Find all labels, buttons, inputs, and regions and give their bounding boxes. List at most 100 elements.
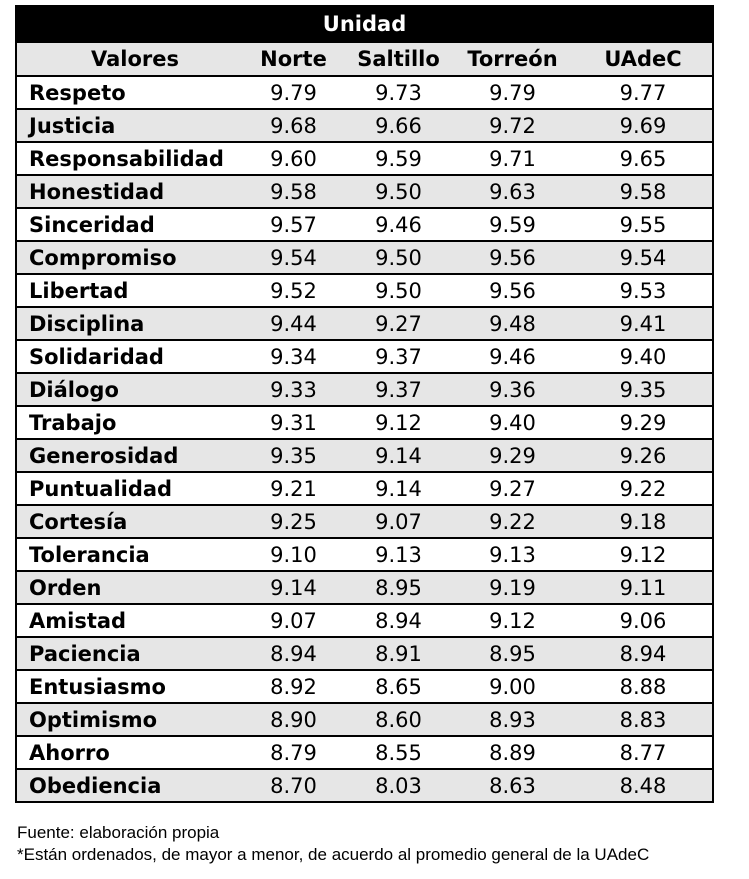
- score-cell: 8.60: [346, 702, 451, 737]
- score-cell: 9.13: [346, 537, 451, 572]
- score-cell: 8.88: [574, 669, 715, 704]
- score-cell: 8.48: [574, 768, 715, 803]
- column-header-saltillo: Saltillo: [346, 41, 451, 77]
- score-cell: 8.90: [241, 702, 346, 737]
- values-table: Unidad Valores Norte Saltillo Torreón UA…: [14, 5, 715, 803]
- score-cell: 9.54: [241, 240, 346, 275]
- score-cell: 8.65: [346, 669, 451, 704]
- table-row: Optimismo 8.90 8.60 8.93 8.83: [15, 702, 715, 737]
- score-cell: 8.89: [451, 735, 574, 770]
- score-cell: 9.59: [451, 207, 574, 242]
- score-cell: 9.14: [346, 438, 451, 473]
- table-title: Unidad: [14, 5, 715, 43]
- table-row: Solidaridad 9.34 9.37 9.46 9.40: [15, 339, 715, 374]
- value-name-cell: Sinceridad: [15, 207, 241, 242]
- score-cell: 9.14: [346, 471, 451, 506]
- table-row: Sinceridad 9.57 9.46 9.59 9.55: [15, 207, 715, 242]
- score-cell: 9.79: [451, 75, 574, 110]
- table-row: Tolerancia 9.10 9.13 9.13 9.12: [15, 537, 715, 572]
- score-cell: 9.50: [346, 273, 451, 308]
- score-cell: 9.34: [241, 339, 346, 374]
- table-row: Puntualidad 9.21 9.14 9.27 9.22: [15, 471, 715, 506]
- score-cell: 9.29: [451, 438, 574, 473]
- score-cell: 9.58: [241, 174, 346, 209]
- score-cell: 9.35: [241, 438, 346, 473]
- score-cell: 9.50: [346, 240, 451, 275]
- table-row: Obediencia 8.70 8.03 8.63 8.48: [15, 768, 715, 803]
- table-row: Ahorro 8.79 8.55 8.89 8.77: [15, 735, 715, 770]
- score-cell: 9.79: [241, 75, 346, 110]
- score-cell: 9.63: [451, 174, 574, 209]
- value-name-cell: Trabajo: [15, 405, 241, 440]
- table-row: Compromiso 9.54 9.50 9.56 9.54: [15, 240, 715, 275]
- score-cell: 8.94: [574, 636, 715, 671]
- score-cell: 9.73: [346, 75, 451, 110]
- score-cell: 8.79: [241, 735, 346, 770]
- score-cell: 8.55: [346, 735, 451, 770]
- score-cell: 8.94: [346, 603, 451, 638]
- column-header-uadec: UAdeC: [574, 41, 715, 77]
- value-name-cell: Respeto: [15, 75, 241, 110]
- table-body: Respeto 9.79 9.73 9.79 9.77 Justicia 9.68 9.66 9…: [15, 75, 715, 803]
- value-name-cell: Disciplina: [15, 306, 241, 341]
- value-name-cell: Optimismo: [15, 702, 241, 737]
- score-cell: 9.54: [574, 240, 715, 275]
- score-cell: 9.27: [346, 306, 451, 341]
- value-name-cell: Paciencia: [15, 636, 241, 671]
- score-cell: 9.19: [451, 570, 574, 605]
- score-cell: 9.56: [451, 273, 574, 308]
- table-row: Trabajo 9.31 9.12 9.40 9.29: [15, 405, 715, 440]
- score-cell: 9.36: [451, 372, 574, 407]
- score-cell: 8.83: [574, 702, 715, 737]
- table-row: Disciplina 9.44 9.27 9.48 9.41: [15, 306, 715, 341]
- score-cell: 9.12: [451, 603, 574, 638]
- table-row: Respeto 9.79 9.73 9.79 9.77: [15, 75, 715, 110]
- score-cell: 9.48: [451, 306, 574, 341]
- score-cell: 9.40: [451, 405, 574, 440]
- score-cell: 9.58: [574, 174, 715, 209]
- score-cell: 8.03: [346, 768, 451, 803]
- score-cell: 9.29: [574, 405, 715, 440]
- score-cell: 9.72: [451, 108, 574, 143]
- value-name-cell: Justicia: [15, 108, 241, 143]
- table-row: Diálogo 9.33 9.37 9.36 9.35: [15, 372, 715, 407]
- score-cell: 9.50: [346, 174, 451, 209]
- source-note: Fuente: elaboración propia: [17, 823, 220, 842]
- value-name-cell: Responsabilidad: [15, 141, 241, 176]
- score-cell: 8.91: [346, 636, 451, 671]
- table-row: Cortesía 9.25 9.07 9.22 9.18: [15, 504, 715, 539]
- column-header-valores: Valores: [15, 41, 241, 77]
- value-name-cell: Libertad: [15, 273, 241, 308]
- score-cell: 9.71: [451, 141, 574, 176]
- score-cell: 9.56: [451, 240, 574, 275]
- score-cell: 9.12: [346, 405, 451, 440]
- table-row: Justicia 9.68 9.66 9.72 9.69: [15, 108, 715, 143]
- score-cell: 9.41: [574, 306, 715, 341]
- table-title-row: Unidad: [14, 5, 715, 43]
- table-row: Paciencia 8.94 8.91 8.95 8.94: [15, 636, 715, 671]
- score-cell: 8.95: [451, 636, 574, 671]
- value-name-cell: Obediencia: [15, 768, 241, 803]
- score-cell: 9.27: [451, 471, 574, 506]
- score-cell: 9.22: [451, 504, 574, 539]
- table-notes: Fuente: elaboración propia *Están ordena…: [17, 822, 649, 866]
- score-cell: 9.07: [241, 603, 346, 638]
- score-cell: 8.70: [241, 768, 346, 803]
- score-cell: 9.07: [346, 504, 451, 539]
- value-name-cell: Amistad: [15, 603, 241, 638]
- score-cell: 9.55: [574, 207, 715, 242]
- values-table-container: Unidad Valores Norte Saltillo Torreón UA…: [14, 5, 715, 803]
- score-cell: 9.10: [241, 537, 346, 572]
- score-cell: 9.13: [451, 537, 574, 572]
- score-cell: 9.06: [574, 603, 715, 638]
- table-row: Amistad 9.07 8.94 9.12 9.06: [15, 603, 715, 638]
- table-row: Libertad 9.52 9.50 9.56 9.53: [15, 273, 715, 308]
- table-row: Orden 9.14 8.95 9.19 9.11: [15, 570, 715, 605]
- score-cell: 9.52: [241, 273, 346, 308]
- score-cell: 9.11: [574, 570, 715, 605]
- value-name-cell: Tolerancia: [15, 537, 241, 572]
- value-name-cell: Generosidad: [15, 438, 241, 473]
- score-cell: 8.77: [574, 735, 715, 770]
- table-row: Honestidad 9.58 9.50 9.63 9.58: [15, 174, 715, 209]
- score-cell: 9.35: [574, 372, 715, 407]
